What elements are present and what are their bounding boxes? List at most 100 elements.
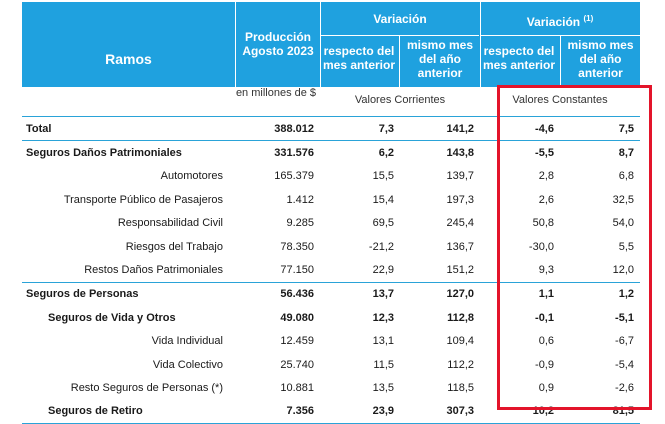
- header-mismo-mes-2: mismo mes del año anterior: [567, 38, 634, 80]
- table-row: Responsabilidad Civil 9.285 69,5 245,4 5…: [22, 212, 640, 235]
- footnote-mark: (1): [583, 14, 594, 23]
- cell-const-anio: 12,0: [612, 264, 634, 277]
- divider: [480, 2, 481, 87]
- cell-corr-anio: 112,8: [447, 311, 474, 324]
- table-row: Seguros de Personas 56.436 13,7 127,0 1,…: [22, 281, 640, 307]
- header-ramos: Ramos: [105, 51, 152, 67]
- cell-const-anio: 7,5: [560, 115, 640, 141]
- cell-corr-mes: 69,5: [372, 217, 394, 230]
- valores-constantes-label: Valores Constantes: [512, 94, 608, 106]
- row-label: Seguros Daños Patrimoniales: [22, 140, 235, 165]
- cell-const-anio: 1,2: [560, 281, 640, 307]
- table-row: Seguros Daños Patrimoniales 331.576 6,2 …: [22, 140, 640, 165]
- cell-produccion: 78.350: [280, 240, 314, 253]
- row-label: Riesgos del Trabajo: [125, 240, 223, 253]
- cell-produccion: 388.012: [235, 115, 320, 141]
- table-row: Transporte Público de Pasajeros 1.412 15…: [22, 188, 640, 211]
- header-mismo-mes: mismo mes del año anterior: [406, 38, 474, 80]
- cell-corr-anio: 151,2: [446, 264, 474, 277]
- table-row: Vida Individual 12.459 13,1 109,4 0,6 -6…: [22, 330, 640, 353]
- cell-const-mes: -4,6: [480, 115, 560, 141]
- highlight-box: [497, 85, 652, 410]
- valores-corrientes-label: Valores Corrientes: [354, 94, 446, 106]
- divider: [320, 2, 321, 87]
- row-label: Restos Daños Patrimoniales: [84, 264, 223, 277]
- cell-const-anio: -6,7: [615, 335, 634, 348]
- cell-corr-mes: -21,2: [368, 240, 394, 253]
- cell-const-mes: -0,1: [535, 311, 554, 324]
- cell-const-anio: 32,5: [612, 193, 634, 206]
- cell-corr-mes: 12,3: [372, 311, 394, 324]
- header-produccion: Producción Agosto 2023: [242, 30, 314, 58]
- cell-corr-anio: 139,7: [446, 170, 474, 183]
- units-label: en millones de $: [235, 87, 317, 99]
- header-variacion-2: Variación (1): [480, 12, 640, 29]
- table-row: Total 388.012 7,3 141,2 -4,6 7,5: [22, 115, 640, 141]
- header-variacion: Variación: [373, 12, 427, 26]
- cell-const-anio: 54,0: [612, 217, 634, 230]
- cell-const-anio: -5,4: [615, 358, 634, 371]
- units-row: en millones de $ Valores Corrientes Valo…: [22, 87, 640, 114]
- row-label: Transporte Público de Pasajeros: [63, 193, 223, 206]
- cell-const-mes: -5,5: [480, 140, 560, 165]
- row-label: Seguros de Retiro: [22, 399, 235, 424]
- cell-corr-mes: 22,9: [372, 264, 394, 277]
- cell-produccion: 56.436: [235, 281, 320, 307]
- cell-const-mes: 0,9: [538, 381, 554, 394]
- row-label: Resto Seguros de Personas (*): [70, 381, 223, 394]
- cell-corr-anio: 197,3: [446, 193, 474, 206]
- cell-const-mes: 1,1: [480, 281, 560, 307]
- cell-corr-anio: 143,8: [400, 140, 480, 165]
- cell-corr-mes: 13,7: [320, 281, 400, 307]
- table-row: Resto Seguros de Personas (*) 10.881 13,…: [22, 376, 640, 399]
- divider: [560, 35, 561, 87]
- data-table: Total 388.012 7,3 141,2 -4,6 7,5 Seguros…: [22, 115, 640, 424]
- row-label: Seguros de Personas: [22, 281, 235, 307]
- cell-const-mes: -0,9: [535, 358, 554, 371]
- table-row: Seguros de Vida y Otros 49.080 12,3 112,…: [22, 306, 640, 329]
- cell-corr-anio: 118,5: [447, 381, 474, 394]
- table-header: Ramos Producción Agosto 2023 Variación r…: [22, 2, 640, 87]
- cell-produccion: 331.576: [235, 140, 320, 165]
- cell-corr-anio: 109,4: [446, 335, 474, 348]
- cell-const-mes: 2,6: [538, 193, 554, 206]
- cell-corr-anio: 127,0: [400, 281, 480, 307]
- table-row: Automotores 165.379 15,5 139,7 2,8 6,8: [22, 165, 640, 188]
- cell-const-mes: 2,8: [538, 170, 554, 183]
- cell-corr-anio: 136,7: [446, 240, 474, 253]
- cell-const-anio: 5,5: [618, 240, 634, 253]
- table-row: Riesgos del Trabajo 78.350 -21,2 136,7 -…: [22, 235, 640, 258]
- cell-produccion: 49.080: [280, 311, 314, 324]
- cell-corr-mes: 15,5: [372, 170, 394, 183]
- cell-produccion: 77.150: [280, 264, 314, 277]
- cell-corr-anio: 112,2: [447, 358, 474, 371]
- table-row: Restos Daños Patrimoniales 77.150 22,9 1…: [22, 258, 640, 282]
- cell-corr-mes: 7,3: [320, 115, 400, 141]
- header-variacion-2-text: Variación: [526, 15, 581, 29]
- divider: [399, 35, 400, 87]
- cell-const-mes: 50,8: [532, 217, 554, 230]
- row-label: Seguros de Vida y Otros: [48, 311, 176, 324]
- row-label: Responsabilidad Civil: [117, 217, 223, 230]
- cell-produccion: 165.379: [274, 170, 314, 183]
- row-label: Total: [22, 115, 235, 141]
- row-label: Automotores: [160, 170, 223, 183]
- cell-corr-mes: 13,1: [372, 335, 394, 348]
- cell-corr-mes: 11,5: [373, 358, 394, 371]
- divider: [235, 2, 236, 87]
- table-row: Vida Colectivo 25.740 11,5 112,2 -0,9 -5…: [22, 353, 640, 376]
- cell-produccion: 10.881: [280, 381, 314, 394]
- cell-const-anio: -5,1: [615, 311, 634, 324]
- cell-produccion: 9.285: [286, 217, 314, 230]
- cell-corr-anio: 245,4: [446, 217, 474, 230]
- cell-produccion: 1.412: [286, 193, 314, 206]
- cell-produccion: 12.459: [280, 335, 314, 348]
- cell-const-mes: -30,0: [528, 240, 554, 253]
- cell-produccion: 25.740: [280, 358, 314, 371]
- cell-const-anio: 8,7: [560, 140, 640, 165]
- header-resp-mes-ant: respecto del mes anterior: [322, 44, 396, 72]
- cell-const-mes: 0,6: [538, 335, 554, 348]
- row-label: Vida Individual: [151, 335, 223, 348]
- cell-corr-anio: 141,2: [400, 115, 480, 141]
- row-label: Vida Colectivo: [152, 358, 223, 371]
